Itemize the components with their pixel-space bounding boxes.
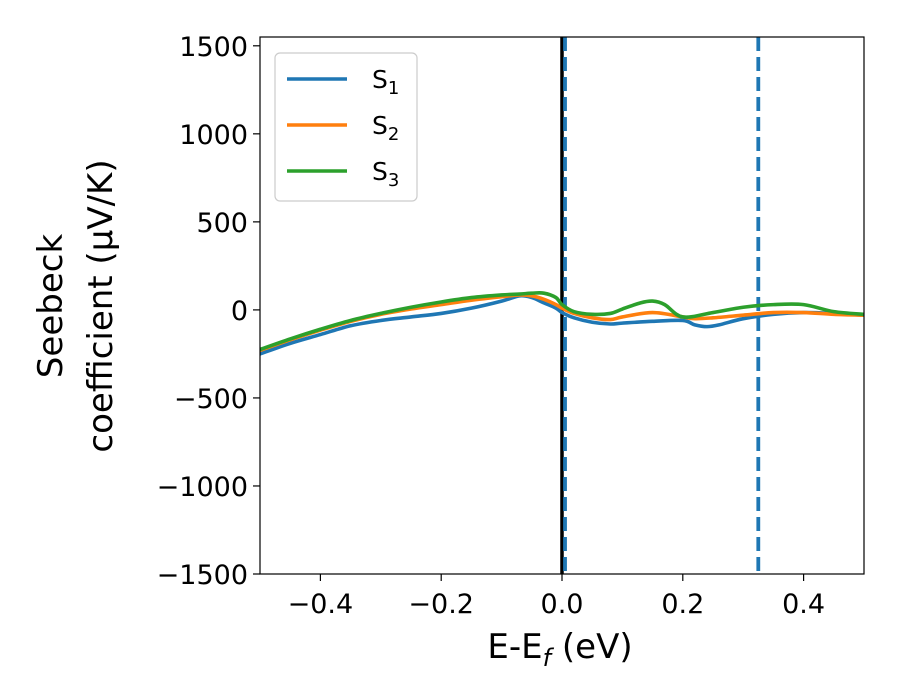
y-tick-label: −500 [174, 384, 248, 415]
x-tick-label: 0.0 [541, 589, 584, 620]
x-tick-label: 0.2 [661, 589, 704, 620]
vertical-reference-lines [562, 37, 758, 574]
y-tick-label: 1000 [179, 120, 248, 151]
x-tick-label: −0.4 [288, 589, 354, 620]
y-axis-label-line2: coefficient (μV/K) [81, 159, 121, 452]
x-tick-label: 0.4 [782, 589, 825, 620]
y-tick-label: 500 [196, 208, 248, 239]
x-axis-label: E-Ef (eV) [487, 627, 632, 672]
y-tick-label: 1500 [179, 32, 248, 63]
y-axis-label-line1: Seebeck [31, 234, 71, 379]
y-tick-label: 0 [231, 296, 248, 327]
x-tick-label: −0.2 [408, 589, 474, 620]
y-tick-label: −1000 [157, 472, 248, 503]
y-tick-label: −1500 [157, 560, 248, 591]
